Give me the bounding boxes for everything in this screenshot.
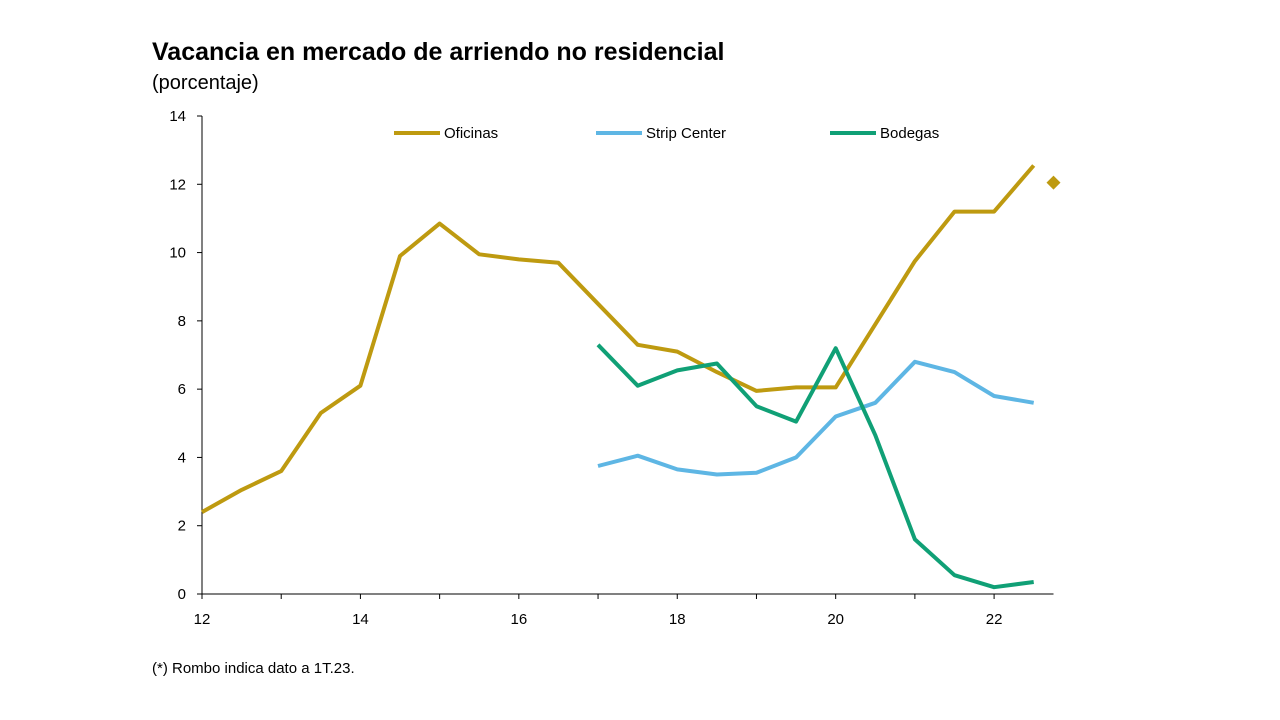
y-tick-label: 6 [178,381,186,398]
x-tick-label: 20 [827,611,844,628]
x-tick-label: 22 [986,611,1003,628]
y-tick-label: 4 [178,449,186,466]
series-marker-oficinas-diamond [1046,175,1061,190]
x-tick-label: 14 [352,611,369,628]
x-tick-label: 16 [510,611,527,628]
series-line-bodegas [596,343,1034,590]
series-layer [201,164,1061,590]
y-tick-label: 10 [169,245,186,262]
legend-label-bodegas: Bodegas [880,125,939,142]
y-tick-label: 12 [169,176,186,193]
legend-label-oficinas: Oficinas [444,125,498,142]
legend-label-strip-center: Strip Center [646,125,726,142]
y-tick-label: 2 [178,518,186,535]
x-tick-label: 18 [669,611,686,628]
series-line-strip-center [597,359,1035,477]
legend: Oficinas Strip Center Bodegas [394,125,939,142]
y-tick-label: 14 [169,108,186,125]
chart-footnote: (*) Rombo indica dato a 1T.23. [152,660,355,677]
y-tick-label: 8 [178,313,186,330]
axes: 0 2 4 6 8 10 12 14 12 14 16 18 20 22 [169,108,1054,628]
chart-subtitle: (porcentaje) [152,72,259,94]
series-line-oficinas [201,164,1036,514]
chart-title: Vacancia en mercado de arriendo no resid… [152,38,725,66]
x-tick-label: 12 [194,611,211,628]
y-tick-label: 0 [178,586,186,603]
